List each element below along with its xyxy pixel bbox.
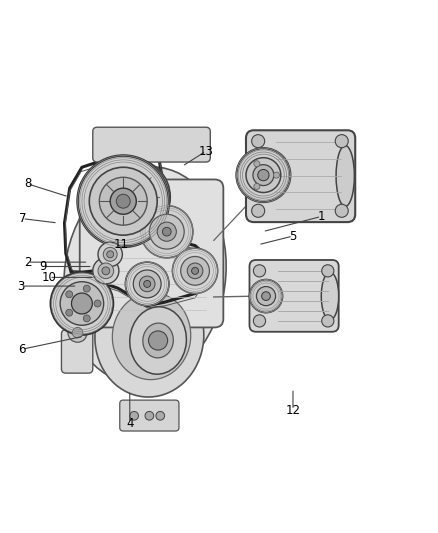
Circle shape [103,247,117,261]
Circle shape [141,206,193,258]
Circle shape [66,291,73,298]
Circle shape [237,148,290,202]
Circle shape [157,222,177,241]
Circle shape [149,214,184,249]
Ellipse shape [112,293,191,379]
Circle shape [98,263,114,279]
Circle shape [93,258,119,284]
Circle shape [252,135,265,148]
FancyBboxPatch shape [61,329,93,373]
Circle shape [102,267,110,275]
Circle shape [68,323,87,342]
Circle shape [125,262,169,305]
Text: 4: 4 [126,417,134,430]
Circle shape [89,167,157,235]
Circle shape [258,169,269,181]
Text: 12: 12 [286,403,300,417]
Circle shape [173,248,218,294]
Text: 9: 9 [39,260,46,273]
Circle shape [72,327,83,338]
Circle shape [256,287,276,305]
Text: 8: 8 [24,177,31,190]
Circle shape [116,194,130,208]
Text: 13: 13 [198,144,213,158]
FancyBboxPatch shape [250,260,339,332]
Text: 6: 6 [18,343,26,356]
Circle shape [104,168,160,225]
Circle shape [252,204,265,217]
Circle shape [139,276,155,292]
Circle shape [253,315,265,327]
Circle shape [50,272,113,335]
Circle shape [78,156,169,247]
Circle shape [144,280,151,287]
Ellipse shape [130,307,187,374]
Circle shape [107,251,114,258]
Ellipse shape [64,167,226,384]
Text: 3: 3 [17,280,25,293]
Ellipse shape [143,323,173,358]
Circle shape [124,189,140,205]
Circle shape [253,165,274,185]
Circle shape [83,315,90,322]
Circle shape [94,300,101,307]
Circle shape [83,285,90,292]
Circle shape [250,279,283,313]
FancyBboxPatch shape [80,180,223,327]
Circle shape [148,331,168,350]
Text: 11: 11 [113,238,129,251]
Circle shape [66,309,73,316]
Circle shape [130,411,138,420]
Circle shape [261,292,270,301]
Ellipse shape [95,275,204,397]
Circle shape [273,172,279,178]
Circle shape [187,263,203,279]
Circle shape [71,293,92,314]
Circle shape [253,265,265,277]
Circle shape [335,204,348,217]
Circle shape [156,411,165,420]
Circle shape [254,161,260,167]
Circle shape [60,282,104,325]
Ellipse shape [336,146,354,206]
Circle shape [94,158,170,235]
Text: 5: 5 [290,230,297,243]
Circle shape [191,268,198,274]
Circle shape [322,315,334,327]
Circle shape [246,158,281,192]
Ellipse shape [321,272,339,320]
Text: 1: 1 [318,210,325,223]
FancyBboxPatch shape [93,127,210,162]
Circle shape [145,411,154,420]
Circle shape [162,228,171,236]
Text: 10: 10 [42,271,57,284]
Circle shape [110,188,136,214]
Circle shape [99,177,147,225]
Text: 7: 7 [18,212,26,225]
Text: 2: 2 [24,256,31,269]
Circle shape [322,265,334,277]
Circle shape [254,183,260,189]
FancyBboxPatch shape [120,400,179,431]
Circle shape [133,270,161,298]
Circle shape [335,135,348,148]
Circle shape [98,242,122,266]
Circle shape [181,256,209,285]
FancyBboxPatch shape [246,130,355,222]
